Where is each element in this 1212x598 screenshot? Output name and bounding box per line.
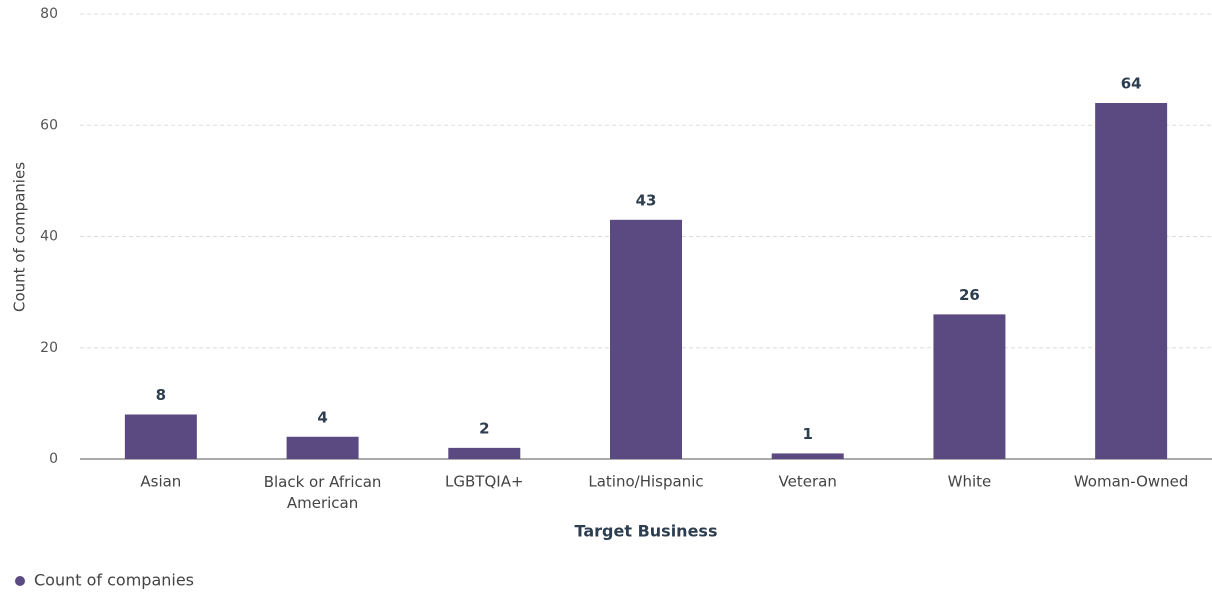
data-label: 1 <box>802 425 812 443</box>
data-label: 8 <box>156 386 166 404</box>
data-label: 64 <box>1121 75 1142 93</box>
x-tick-label: Veteran <box>779 473 837 491</box>
x-tick-label: Latino/Hispanic <box>588 473 703 491</box>
data-label: 4 <box>317 408 327 426</box>
legend-label: Count of companies <box>34 571 194 590</box>
x-tick-label: Black or African American <box>264 473 382 512</box>
y-tick-label: 80 <box>40 6 58 22</box>
bar <box>124 414 197 459</box>
bar <box>286 436 359 459</box>
y-tick-label: 40 <box>40 229 58 245</box>
legend-marker <box>15 576 25 586</box>
x-tick-label: Woman-Owned <box>1074 473 1189 491</box>
y-axis-label: Count of companies <box>11 162 29 312</box>
y-tick-label: 60 <box>40 117 58 133</box>
y-tick-label: 20 <box>40 340 58 356</box>
x-axis-label: Target Business <box>575 522 718 541</box>
bar <box>610 219 682 459</box>
x-tick-label: Asian <box>140 473 181 491</box>
bar <box>448 447 521 459</box>
x-tick-label: LGBTQIA+ <box>445 473 524 491</box>
data-label: 26 <box>959 286 980 304</box>
x-tick-label: White <box>948 473 992 491</box>
bar <box>771 453 844 459</box>
bar <box>933 314 1006 459</box>
data-label: 43 <box>636 191 657 209</box>
y-tick-label: 0 <box>49 451 58 467</box>
bar <box>1095 103 1168 459</box>
data-label: 2 <box>479 419 489 437</box>
